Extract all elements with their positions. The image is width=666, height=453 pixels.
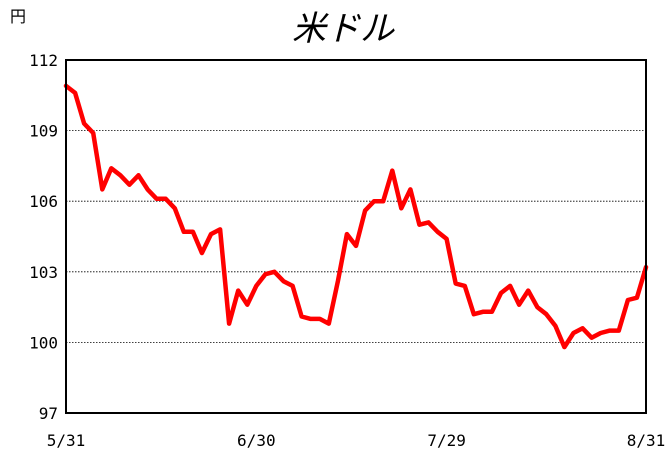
chart-title: 米ドル <box>292 9 395 49</box>
usd-jpy-line <box>63 83 649 350</box>
y-tick-label: 112 <box>29 51 58 70</box>
x-tick-label: 6/30 <box>237 431 276 450</box>
x-tick-label: 8/31 <box>627 431 666 450</box>
plot-frame <box>65 59 647 414</box>
y-tick-label: 109 <box>29 122 58 141</box>
x-tick-label: 5/31 <box>47 431 86 450</box>
x-axis-ticks: 5/31 6/30 7/29 8/31 <box>47 431 666 450</box>
y-axis-ticks: 97 100 103 106 109 112 <box>29 51 58 423</box>
y-tick-label: 106 <box>29 192 58 211</box>
x-tick-label: 7/29 <box>427 431 466 450</box>
y-unit-label: 円 <box>10 7 26 26</box>
grid-lines <box>66 130 646 343</box>
series-layer <box>63 83 649 350</box>
y-tick-label: 100 <box>29 333 58 352</box>
y-tick-label: 97 <box>39 404 58 423</box>
y-tick-label: 103 <box>29 263 58 282</box>
